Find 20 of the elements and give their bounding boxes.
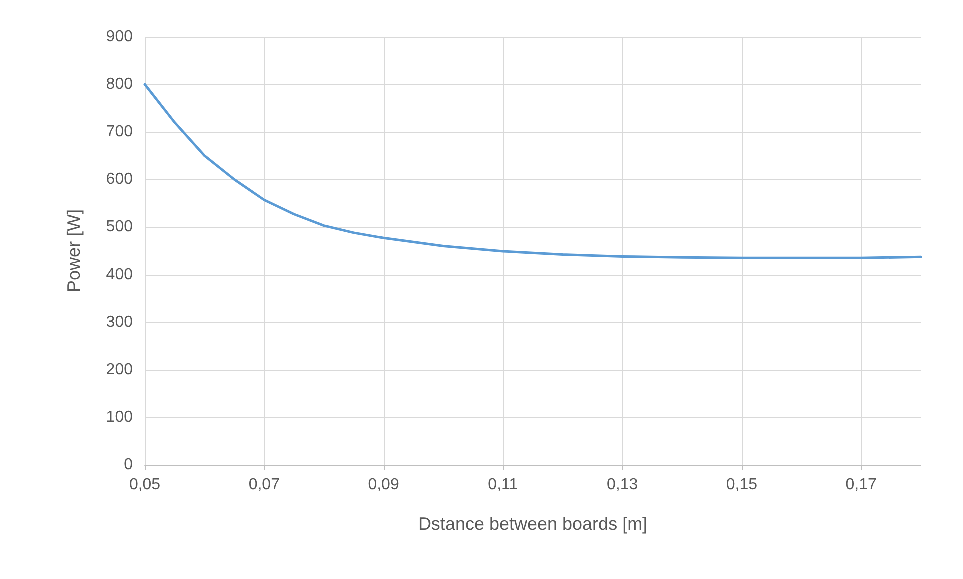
y-tick-label: 200 bbox=[106, 361, 134, 378]
x-tick-label: 0,05 bbox=[129, 476, 161, 494]
y-tick-label: 900 bbox=[106, 28, 134, 46]
y-tick-label: 0 bbox=[124, 456, 134, 474]
x-axis-title: Dstance between boards [m] bbox=[418, 514, 648, 534]
line-series bbox=[144, 83, 922, 260]
y-tick-label: 700 bbox=[106, 124, 134, 141]
y-tick-label: 600 bbox=[106, 171, 134, 188]
y-tick-label: 500 bbox=[106, 218, 134, 236]
y-tick-label: 400 bbox=[106, 266, 134, 284]
x-tick-label: 0,15 bbox=[726, 476, 758, 494]
x-tick-label: 0,09 bbox=[368, 476, 400, 494]
y-tick-label: 100 bbox=[106, 408, 134, 426]
x-tick-label: 0,13 bbox=[606, 476, 638, 494]
y-axis-title: Power [W] bbox=[64, 209, 84, 293]
y-tick-label: 300 bbox=[106, 314, 134, 331]
x-tick-label: 0,07 bbox=[248, 476, 280, 494]
x-tick-label: 0,11 bbox=[488, 476, 518, 494]
x-tick-label: 0,17 bbox=[846, 476, 877, 494]
y-tick-label: 800 bbox=[106, 76, 134, 94]
